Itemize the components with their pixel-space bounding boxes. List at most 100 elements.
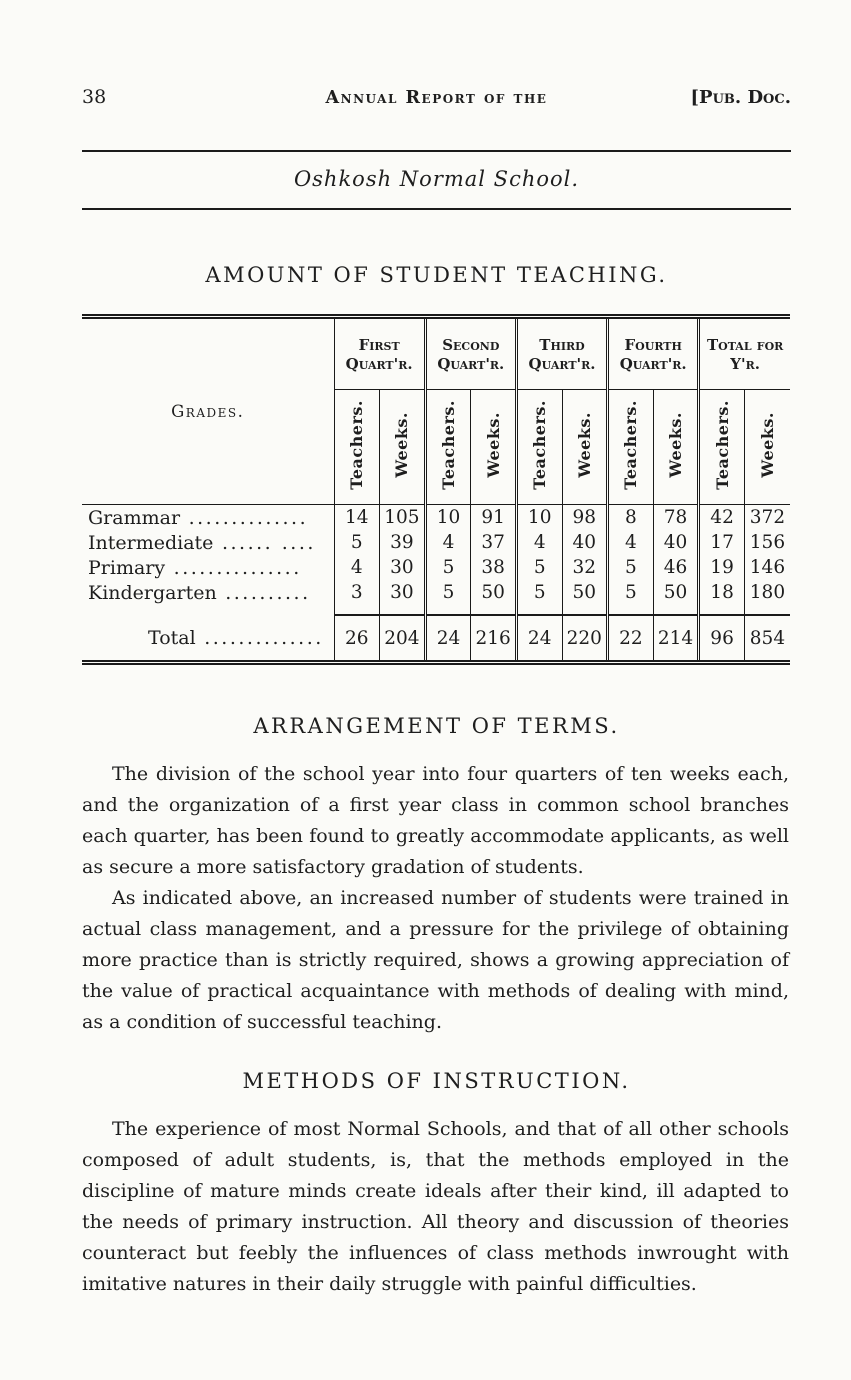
value-cell: 105	[379, 504, 426, 530]
value-cell: 30	[379, 555, 426, 580]
total-value-cell: 214	[652, 614, 699, 663]
weeks-subheader-label: Weeks.	[757, 412, 777, 478]
value-cell: 5	[606, 555, 654, 580]
weeks-subheader: Weeks.	[470, 389, 517, 505]
doc-tag: [Pub. Doc.	[690, 87, 791, 108]
divider-rule-bottom	[82, 208, 791, 210]
total-value-cell: 216	[470, 614, 517, 663]
value-cell: 5	[333, 530, 380, 555]
dot-leader: ...............	[165, 556, 302, 579]
value-cell: 38	[470, 555, 517, 580]
methods-of-instruction-section: METHODS OF INSTRUCTION. The experience o…	[82, 1068, 791, 1300]
value-cell: 40	[561, 530, 608, 555]
total-value-cell: 26	[333, 614, 380, 663]
teachers-subheader: Teachers.	[423, 389, 471, 505]
teachers-subheader-label: Teachers.	[439, 400, 458, 490]
table-row-kindergarten: Kindergarten .......... 3 30 5 50 5 50 5…	[82, 580, 790, 615]
value-cell: 10	[423, 504, 471, 530]
value-cell: 19	[697, 555, 745, 580]
value-cell: 8	[606, 504, 654, 530]
quarter-header-row: Grades. First Quart'r. Second Quart'r. T…	[82, 316, 790, 505]
weeks-subheader: Weeks.	[379, 389, 426, 505]
value-cell: 372	[743, 504, 790, 530]
teachers-subheader: Teachers.	[606, 389, 654, 505]
value-cell: 14	[333, 504, 380, 530]
value-cell: 4	[333, 555, 380, 580]
second-quarter-header: Second Quart'r.	[423, 316, 517, 390]
total-year-header: Total for Y'r.	[697, 316, 790, 390]
teachers-subheader-label: Teachers.	[347, 400, 367, 490]
value-cell: 50	[652, 580, 699, 615]
section-heading-arrangement: ARRANGEMENT OF TERMS.	[253, 714, 620, 738]
total-row-label: Total ..............	[82, 615, 334, 663]
school-title: Oshkosh Normal School.	[293, 167, 580, 191]
value-cell: 156	[743, 530, 790, 555]
weeks-subheader-label: Weeks.	[392, 412, 412, 478]
value-cell: 17	[697, 530, 745, 555]
weeks-subheader-label: Weeks.	[574, 412, 594, 478]
value-cell: 146	[743, 555, 790, 580]
value-cell: 5	[514, 555, 562, 580]
first-quarter-header: First Quart'r.	[333, 316, 426, 390]
teachers-subheader-label: Teachers.	[712, 400, 732, 490]
student-teaching-table: Grades. First Quart'r. Second Quart'r. T…	[82, 314, 790, 665]
weeks-subheader-label: Weeks.	[483, 412, 503, 478]
fourth-quarter-header: Fourth Quart'r.	[606, 316, 699, 390]
dot-leader: ..............	[195, 626, 324, 649]
value-cell: 10	[514, 504, 562, 530]
teachers-subheader: Teachers.	[333, 389, 380, 505]
arrangement-of-terms-section: ARRANGEMENT OF TERMS. The division of th…	[82, 713, 791, 1038]
row-label: Intermediate ...... ....	[82, 530, 334, 555]
value-cell: 91	[470, 504, 517, 530]
table-row-intermediate: Intermediate ...... .... 5 39 4 37 4 40 …	[82, 530, 790, 555]
teachers-subheader: Teachers.	[697, 389, 745, 505]
value-cell: 180	[743, 580, 790, 615]
value-cell: 4	[423, 530, 471, 555]
weeks-subheader-label: Weeks.	[665, 412, 685, 478]
page-number: 38	[82, 86, 107, 108]
table-body: Grammar .............. 14 105 10 91 10 9…	[82, 504, 790, 663]
total-value-cell: 24	[423, 614, 471, 663]
value-cell: 5	[423, 580, 471, 615]
value-cell: 4	[606, 530, 654, 555]
dot-leader: ..............	[180, 506, 309, 529]
grades-column-header: Grades.	[82, 316, 334, 505]
row-label: Primary ...............	[82, 555, 334, 580]
third-quarter-header: Third Quart'r.	[514, 316, 608, 390]
value-cell: 40	[652, 530, 699, 555]
subheader-row: Teachers. Weeks. Teachers. Weeks. Teache…	[82, 389, 790, 505]
weeks-subheader: Weeks.	[652, 389, 699, 505]
table-head: Grades. First Quart'r. Second Quart'r. T…	[82, 316, 790, 505]
table-row-grammar: Grammar .............. 14 105 10 91 10 9…	[82, 504, 790, 531]
total-value-cell: 96	[697, 614, 745, 663]
total-value-cell: 220	[561, 614, 608, 663]
table-row-total: Total .............. 26 204 24 216 24 22…	[82, 614, 790, 663]
value-cell: 4	[514, 530, 562, 555]
value-cell: 39	[379, 530, 426, 555]
running-title: Annual Report of the	[325, 88, 548, 108]
row-label-text: Primary	[88, 556, 166, 579]
value-cell: 18	[697, 580, 745, 615]
total-value-cell: 24	[514, 614, 562, 663]
paragraph: The experience of most Normal Schools, a…	[82, 1118, 789, 1295]
row-label: Grammar ..............	[82, 505, 334, 531]
teachers-subheader-label: Teachers.	[530, 400, 550, 490]
dot-leader: ...... ....	[213, 531, 316, 554]
value-cell: 78	[652, 504, 699, 530]
row-label-text: Total	[148, 626, 196, 649]
row-label-text: Intermediate	[88, 531, 214, 554]
paragraph: The division of the school year into fou…	[82, 763, 789, 878]
value-cell: 50	[561, 580, 608, 615]
teachers-subheader-label: Teachers.	[621, 400, 641, 490]
value-cell: 5	[606, 580, 654, 615]
value-cell: 98	[561, 504, 608, 530]
value-cell: 37	[470, 530, 517, 555]
weeks-subheader: Weeks.	[561, 389, 608, 505]
running-head: 38 Annual Report of the [Pub. Doc.	[82, 86, 791, 110]
divider-rule-top	[82, 150, 791, 152]
value-cell: 50	[470, 580, 517, 615]
total-value-cell: 854	[743, 614, 790, 663]
row-label-text: Kindergarten	[88, 581, 217, 604]
value-cell: 5	[423, 555, 471, 580]
